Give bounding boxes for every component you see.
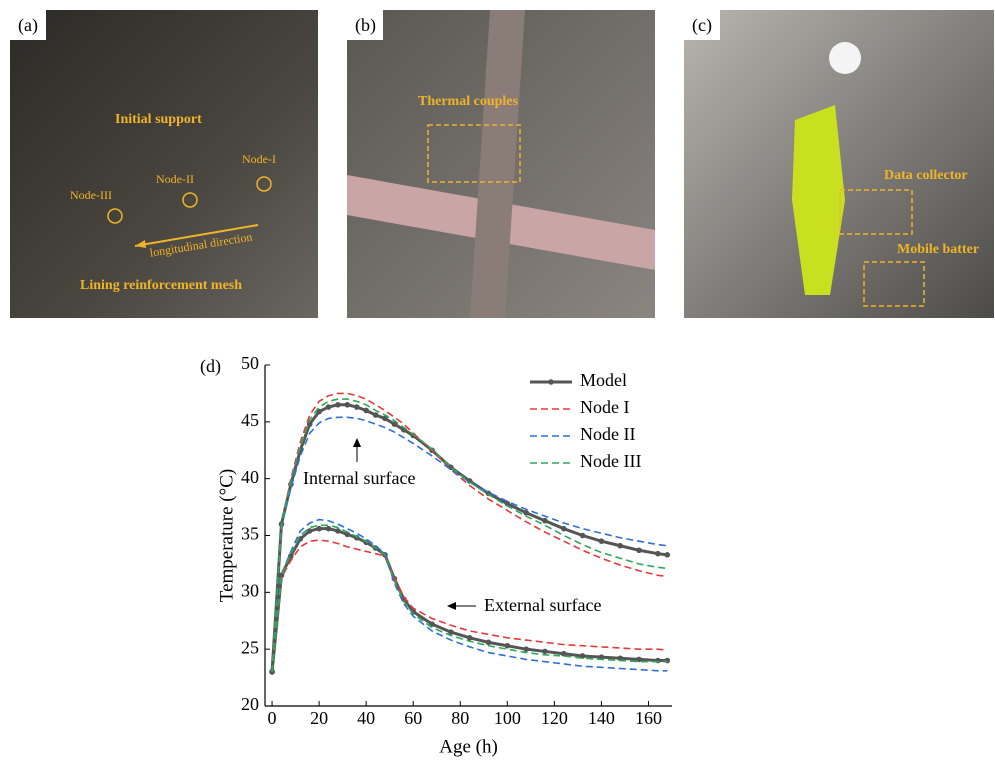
series-line (272, 405, 667, 672)
x-tick-label: 40 (357, 708, 375, 728)
annotation: External surface (484, 595, 601, 615)
series-marker (542, 518, 548, 524)
series-line (272, 529, 667, 672)
series-marker (307, 528, 313, 534)
series-marker (523, 510, 529, 516)
photo-annotation: Data collector (884, 168, 968, 183)
annotation: Internal surface (303, 468, 415, 488)
x-tick-label: 120 (541, 708, 568, 728)
series-marker (467, 635, 473, 641)
photo-annotation: Thermal couples (418, 94, 518, 109)
x-tick-label: 100 (494, 708, 521, 728)
series-marker (523, 646, 529, 652)
photo-annotation: Mobile batter (897, 242, 979, 257)
series-marker (345, 402, 351, 408)
series-marker (580, 533, 586, 539)
series-marker (617, 543, 623, 549)
photo-annotation: Node-II (156, 172, 194, 186)
x-tick-label: 60 (404, 708, 422, 728)
series-marker (486, 640, 492, 646)
helmet (829, 42, 861, 74)
x-tick-label: 80 (451, 708, 469, 728)
legend-label: Node III (580, 451, 641, 471)
x-axis-label: Age (h) (439, 736, 498, 757)
panel-label: (a) (18, 15, 38, 36)
series-marker (561, 526, 567, 532)
series-marker (316, 526, 322, 532)
y-tick-label: 25 (241, 637, 259, 657)
arrow-head (353, 438, 361, 447)
y-tick-label: 45 (241, 410, 259, 430)
y-tick-label: 40 (241, 467, 259, 487)
legend-label: Node II (580, 424, 635, 444)
figure: (a) Initial support Node-I Node-II Node-… (0, 0, 995, 760)
series-marker (363, 408, 369, 414)
series-marker (326, 526, 332, 532)
y-tick-label: 35 (241, 524, 259, 544)
series-marker (655, 658, 661, 664)
chart: 20 25 30 35 40 45 50 0 20 40 60 80 100 120 140 160 Age (… (216, 353, 672, 757)
x-tick-label: 0 (268, 708, 277, 728)
x-tick-label: 20 (310, 708, 328, 728)
series-marker (335, 402, 341, 408)
panel-label: (d) (200, 356, 221, 377)
y-tick-label: 50 (241, 353, 259, 373)
panel-label: (b) (355, 15, 376, 36)
x-tick-label: 160 (635, 708, 662, 728)
panel-label: (c) (692, 15, 712, 36)
series-marker (354, 404, 360, 410)
series-marker (505, 643, 511, 649)
legend-marker (548, 379, 554, 385)
series-marker (326, 404, 332, 410)
photo-annotation: Lining reinforcement mesh (80, 278, 242, 293)
y-axis-label: Temperature (°C) (216, 469, 237, 602)
legend-label: Model (580, 370, 627, 390)
photo-annotation: Initial support (115, 112, 202, 127)
series-marker (664, 552, 670, 558)
arrow-head (447, 602, 456, 610)
series-marker (599, 538, 605, 544)
series-marker (542, 649, 548, 655)
y-tick-label: 20 (241, 694, 259, 714)
photo-annotation: Node-I (242, 152, 276, 166)
series-line (272, 525, 667, 672)
photo-annotation: Node-III (70, 188, 112, 202)
series-marker (335, 528, 341, 534)
series-marker (664, 658, 670, 664)
series-marker (373, 412, 379, 418)
x-tick-label: 140 (588, 708, 615, 728)
figure-svg: (a) Initial support Node-I Node-II Node-… (0, 0, 995, 760)
legend-label: Node I (580, 397, 629, 417)
y-tick-label: 30 (241, 580, 259, 600)
series-marker (655, 551, 661, 557)
series-marker (636, 547, 642, 553)
